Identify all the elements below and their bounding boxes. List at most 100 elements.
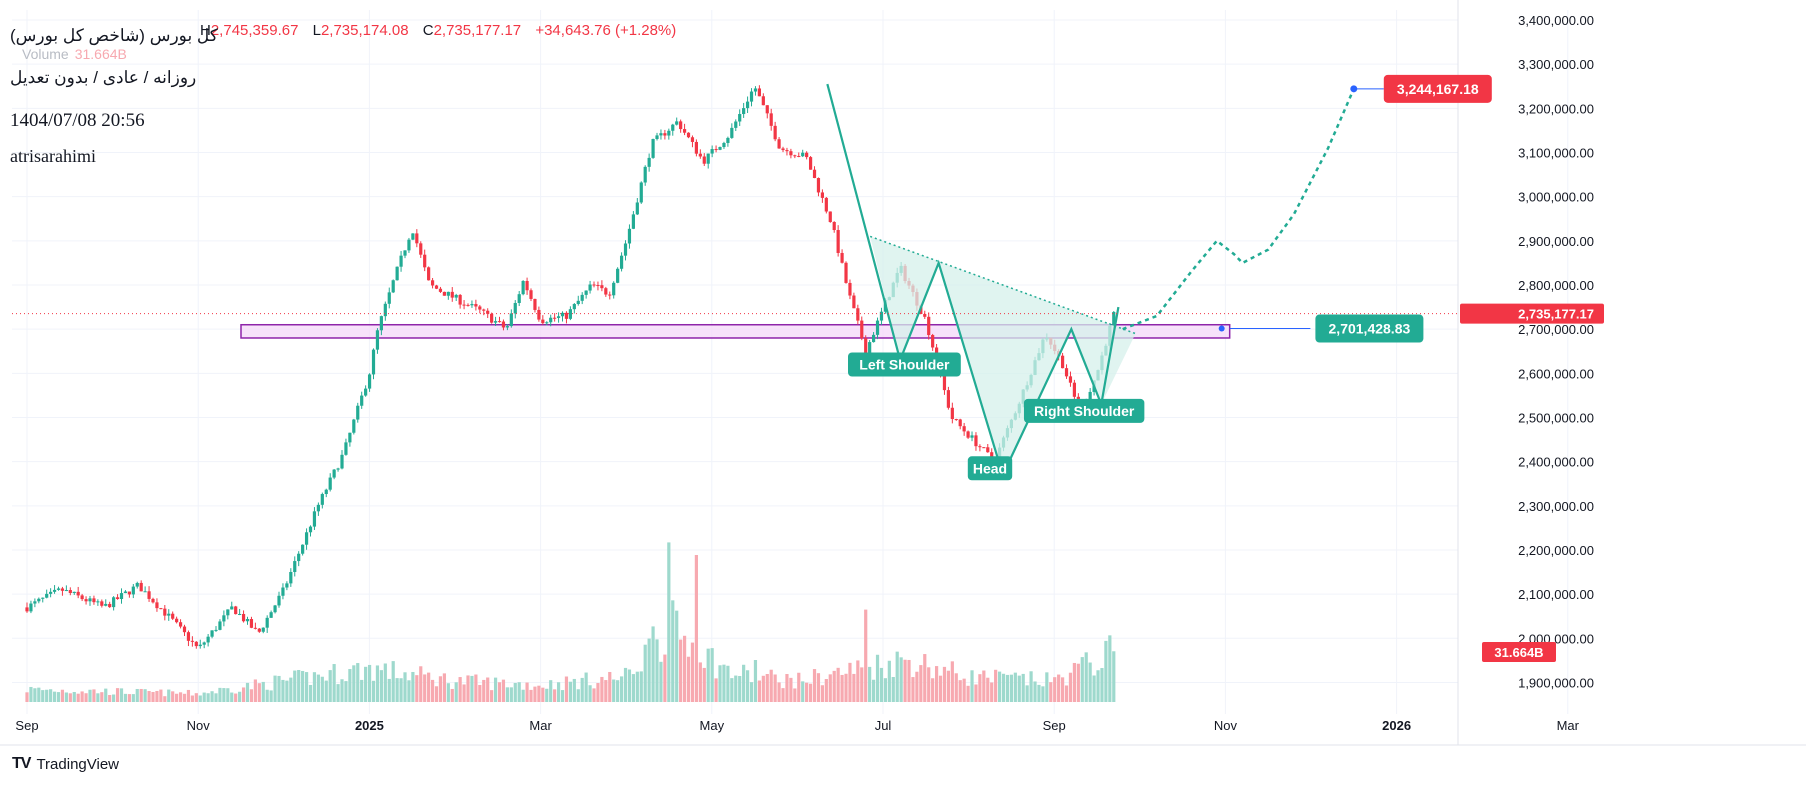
volume-bar bbox=[844, 673, 848, 702]
level-label: 2,701,428.83 bbox=[1329, 321, 1411, 337]
ohlc-high-label: H bbox=[200, 22, 211, 39]
candle-body bbox=[238, 613, 242, 615]
candle-body bbox=[844, 262, 848, 283]
candle-body bbox=[407, 239, 411, 251]
chart-grid bbox=[0, 0, 1806, 746]
price-axis[interactable]: 3,400,000.00 3,300,000.00 3,200,000.00 3,10… bbox=[1518, 13, 1594, 690]
time-axis[interactable]: Sep Nov 2025 Mar May Jul Sep Nov 2026 Mar bbox=[15, 718, 1579, 733]
volume-bar bbox=[308, 684, 313, 702]
candle-body bbox=[198, 644, 202, 647]
candle-body bbox=[88, 598, 92, 602]
volume-bar bbox=[580, 677, 584, 702]
volume-bar bbox=[387, 678, 391, 702]
volume-bar bbox=[245, 682, 250, 702]
volume-bar bbox=[667, 542, 671, 702]
candle-body bbox=[29, 603, 33, 612]
volume-bar bbox=[403, 672, 407, 702]
candle-body bbox=[525, 280, 529, 291]
candle-body bbox=[812, 169, 817, 179]
candle-body bbox=[356, 405, 360, 420]
volume-bar bbox=[722, 664, 726, 702]
volume-bar bbox=[159, 689, 163, 702]
volume-bar bbox=[273, 675, 277, 702]
y-tick-label: 2,500,000.00 bbox=[1518, 410, 1594, 425]
volume-bar bbox=[171, 691, 175, 702]
target-label-box bbox=[1383, 74, 1492, 103]
volume-bar bbox=[261, 681, 265, 702]
volume-bar bbox=[324, 680, 328, 702]
volume-bar bbox=[222, 688, 226, 702]
volume-bar bbox=[682, 635, 687, 702]
candle-body bbox=[245, 619, 250, 622]
volume-bar bbox=[974, 684, 978, 702]
volume-bar bbox=[639, 671, 643, 702]
volume-bar bbox=[293, 670, 297, 702]
volume-bar bbox=[1084, 652, 1088, 702]
volume-bar bbox=[269, 690, 273, 702]
volume-bar bbox=[1088, 662, 1092, 702]
volume-bar bbox=[340, 679, 344, 702]
volume-bar bbox=[793, 688, 797, 702]
candle-body bbox=[537, 309, 541, 320]
target-label: 3,244,167.18 bbox=[1397, 81, 1479, 97]
candle-body bbox=[462, 304, 466, 306]
candle-body bbox=[659, 133, 663, 136]
candle-body bbox=[832, 221, 836, 231]
volume-bar bbox=[367, 664, 372, 702]
candle-body bbox=[474, 304, 478, 307]
volume-bar bbox=[761, 675, 765, 702]
volume-bar bbox=[978, 674, 982, 702]
volume-bar bbox=[537, 685, 541, 702]
candle-body bbox=[1060, 355, 1065, 369]
candle-body bbox=[655, 135, 659, 140]
volume-bar bbox=[923, 654, 927, 702]
candle-body bbox=[171, 613, 175, 619]
volume-bar bbox=[1025, 685, 1029, 702]
candle-body bbox=[312, 511, 317, 527]
volume-bar bbox=[352, 665, 356, 702]
volume-bar bbox=[72, 691, 76, 702]
candle-body bbox=[486, 310, 490, 314]
volume-bar bbox=[714, 678, 718, 702]
candle-body bbox=[119, 593, 124, 600]
head-and-shoulders-pattern[interactable]: Left Shoulder Head Right Shoulder bbox=[826, 83, 1145, 481]
candle-body bbox=[541, 319, 545, 324]
candle-body bbox=[112, 597, 116, 608]
candle-body bbox=[927, 316, 931, 336]
candle-body bbox=[33, 601, 37, 604]
volume-bar bbox=[895, 651, 899, 702]
candle-body bbox=[490, 313, 494, 323]
volume-bar bbox=[230, 692, 234, 702]
volume-bars bbox=[25, 542, 1116, 702]
volume-bar bbox=[1112, 651, 1116, 702]
volume-bar bbox=[1072, 662, 1077, 702]
volume-bar bbox=[663, 654, 667, 702]
candle-body bbox=[801, 152, 805, 157]
candle-body bbox=[395, 266, 399, 281]
candle-body bbox=[639, 182, 643, 203]
candle-body bbox=[781, 148, 785, 151]
candle-body bbox=[206, 636, 210, 643]
candle-body bbox=[608, 294, 612, 296]
symbol-title[interactable]: کل بورس (شاخص کل بورس) bbox=[10, 26, 218, 45]
candle-body bbox=[41, 597, 45, 599]
candle-body bbox=[52, 589, 57, 592]
candle-body bbox=[580, 294, 584, 301]
volume-bar bbox=[68, 693, 72, 702]
volume-bar bbox=[411, 671, 415, 702]
price-projection-path[interactable] bbox=[1122, 85, 1384, 331]
volume-legend[interactable]: Volume 31.664B bbox=[22, 46, 133, 62]
candle-body bbox=[25, 607, 29, 612]
volume-bar bbox=[1017, 675, 1021, 702]
volume-bar bbox=[812, 669, 817, 702]
candle-body bbox=[682, 129, 687, 133]
volume-bar bbox=[206, 693, 210, 702]
support-zone[interactable] bbox=[240, 323, 1311, 339]
candle-body bbox=[478, 306, 482, 310]
candle-body bbox=[64, 590, 68, 592]
candle-body bbox=[269, 612, 273, 618]
tradingview-logo[interactable]: TV TradingView bbox=[12, 755, 119, 773]
candle-body bbox=[320, 494, 324, 505]
volume-bar bbox=[253, 679, 257, 702]
